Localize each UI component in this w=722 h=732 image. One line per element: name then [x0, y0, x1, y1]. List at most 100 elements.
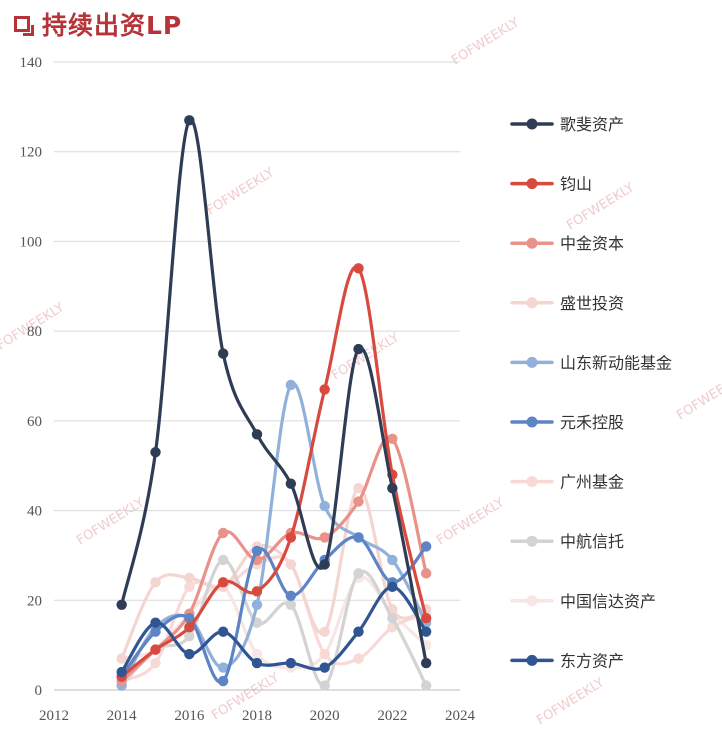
legend-marker — [526, 416, 538, 428]
data-point — [251, 599, 263, 610]
data-point — [353, 626, 364, 637]
data-point — [184, 622, 195, 633]
series-line — [120, 555, 428, 683]
y-tick-label: 140 — [20, 55, 43, 71]
legend: 歌斐资产钧山中金资本盛世投资山东新动能基金元禾控股广州基金中航信托中国信达资产东… — [510, 115, 672, 670]
data-point — [285, 379, 297, 391]
legend-item: 中航信托 — [510, 532, 624, 551]
data-point — [353, 653, 364, 664]
watermark-text: FOFWEEKLY — [74, 495, 147, 548]
legend-marker — [526, 118, 538, 130]
data-point — [217, 554, 229, 566]
data-point — [420, 626, 432, 637]
watermark-text: FOFWEEKLY — [204, 165, 277, 218]
data-point — [319, 532, 330, 543]
legend-label: 东方资产 — [560, 651, 624, 670]
legend-label: 元禾控股 — [560, 413, 624, 432]
data-point — [184, 115, 195, 126]
data-point — [251, 545, 263, 557]
data-point — [387, 433, 398, 444]
data-point — [319, 626, 330, 637]
watermark-text: FOFWEEKLY — [434, 495, 507, 548]
series-line — [120, 117, 428, 665]
legend-marker — [526, 237, 538, 249]
legend-label: 中航信托 — [560, 532, 624, 551]
data-point — [217, 675, 229, 687]
legend-item: 歌斐资产 — [510, 115, 624, 134]
data-point — [319, 648, 330, 660]
data-point — [150, 626, 161, 637]
data-point — [150, 577, 161, 588]
series-10 — [116, 581, 432, 678]
legend-item: 元禾控股 — [510, 413, 624, 432]
legend-label: 中国信达资产 — [560, 592, 656, 611]
data-point — [184, 581, 195, 593]
data-point — [387, 554, 398, 566]
legend-label: 广州基金 — [560, 473, 624, 492]
x-tick-label: 2022 — [377, 708, 407, 724]
legend-label: 歌斐资产 — [560, 115, 624, 134]
data-point — [116, 653, 127, 664]
x-tick-label: 2020 — [310, 708, 340, 724]
data-point — [150, 644, 161, 655]
data-point — [116, 666, 127, 678]
legend-marker — [526, 178, 538, 190]
data-point — [184, 613, 195, 624]
y-tick-label: 60 — [27, 414, 42, 430]
legend-marker — [526, 654, 538, 666]
legend-label: 钧山 — [560, 175, 592, 194]
data-point — [251, 429, 263, 440]
data-point — [420, 657, 432, 669]
data-point — [387, 581, 398, 593]
series-line — [120, 575, 428, 670]
square-icon — [14, 16, 34, 36]
data-point — [353, 263, 364, 274]
data-point — [387, 613, 398, 624]
y-tick-label: 100 — [20, 234, 43, 250]
data-point — [387, 482, 398, 494]
legend-item: 中国信达资产 — [510, 592, 656, 611]
data-point — [285, 590, 297, 601]
y-tick-label: 80 — [27, 324, 42, 340]
legend-item: 东方资产 — [510, 651, 624, 670]
data-point — [319, 384, 330, 395]
legend-label: 盛世投资 — [560, 294, 624, 313]
data-point — [285, 532, 297, 543]
x-tick-label: 2016 — [174, 708, 205, 724]
legend-marker — [526, 595, 538, 607]
x-axis-tick-labels: 2012 2014 2016 2018 2020 2022 2024 — [39, 708, 476, 724]
data-point — [319, 680, 330, 691]
data-point — [285, 657, 297, 669]
legend-item: 盛世投资 — [510, 294, 624, 313]
data-point — [285, 599, 297, 610]
data-point — [217, 577, 229, 588]
legend-item: 山东新动能基金 — [510, 353, 672, 372]
data-point — [217, 662, 229, 673]
legend-marker — [526, 535, 538, 547]
data-point — [319, 559, 330, 570]
data-point — [217, 626, 229, 637]
data-point — [251, 657, 263, 669]
data-point — [420, 680, 432, 691]
y-tick-label: 120 — [20, 145, 43, 161]
data-point — [420, 568, 432, 579]
data-point — [184, 648, 195, 660]
data-point — [116, 599, 127, 610]
legend-item: 钧山 — [510, 175, 592, 194]
legend-label: 山东新动能基金 — [560, 353, 672, 372]
y-tick-label: 20 — [27, 593, 42, 609]
y-axis-tick-labels: 0 20 40 60 80 100 120 140 — [20, 55, 43, 699]
data-point — [184, 572, 195, 584]
y-tick-label: 40 — [27, 504, 42, 520]
series-1 — [116, 115, 432, 669]
data-point — [184, 630, 195, 642]
y-tick-label: 0 — [35, 683, 43, 699]
legend-marker — [526, 476, 538, 488]
series-line — [120, 535, 428, 684]
series-line — [120, 558, 428, 688]
data-point — [150, 447, 161, 458]
data-point — [285, 478, 297, 489]
data-point — [420, 613, 432, 624]
data-point — [217, 348, 229, 359]
